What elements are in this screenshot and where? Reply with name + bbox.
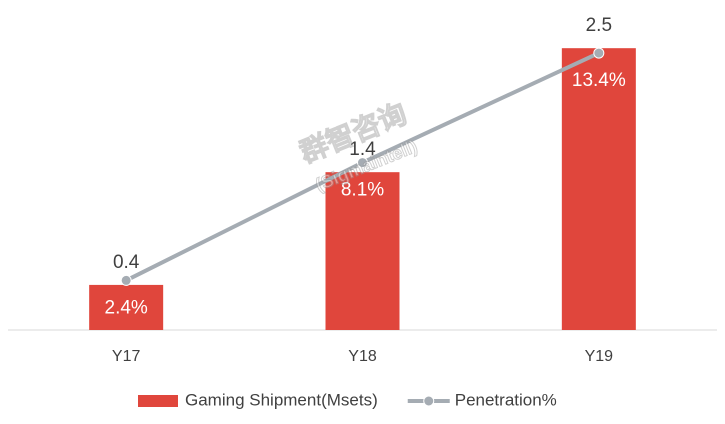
- line-point: [357, 157, 368, 169]
- x-tick-label: Y17: [112, 348, 141, 365]
- legend-swatch: [138, 395, 178, 407]
- bar-value-label: 1.4: [349, 139, 376, 160]
- bar: [561, 48, 636, 330]
- bar: [89, 284, 164, 330]
- x-tick-label: Y19: [585, 348, 614, 365]
- x-tick-label: Y18: [348, 348, 377, 365]
- line-point: [120, 274, 132, 286]
- legend-label: Penetration%: [455, 390, 557, 409]
- line-value-label: 13.4%: [572, 70, 626, 91]
- legend-swatch: [423, 395, 435, 407]
- legend: Gaming Shipment(Msets) Penetration%: [138, 390, 557, 409]
- line-value-label: 2.4%: [105, 297, 148, 318]
- legend-label: Gaming Shipment(Msets): [185, 390, 378, 409]
- bar-value-label: 0.4: [113, 252, 140, 273]
- line-point: [593, 47, 605, 59]
- bar: [325, 172, 400, 330]
- plot: Y17 Y18 Y19 0.4 1.4 2.5 2.4% 8.1% 13.4% Gaming Sh…: [8, 15, 717, 409]
- bar-value-label: 2.5: [586, 15, 612, 36]
- line-value-label: 8.1%: [341, 180, 384, 201]
